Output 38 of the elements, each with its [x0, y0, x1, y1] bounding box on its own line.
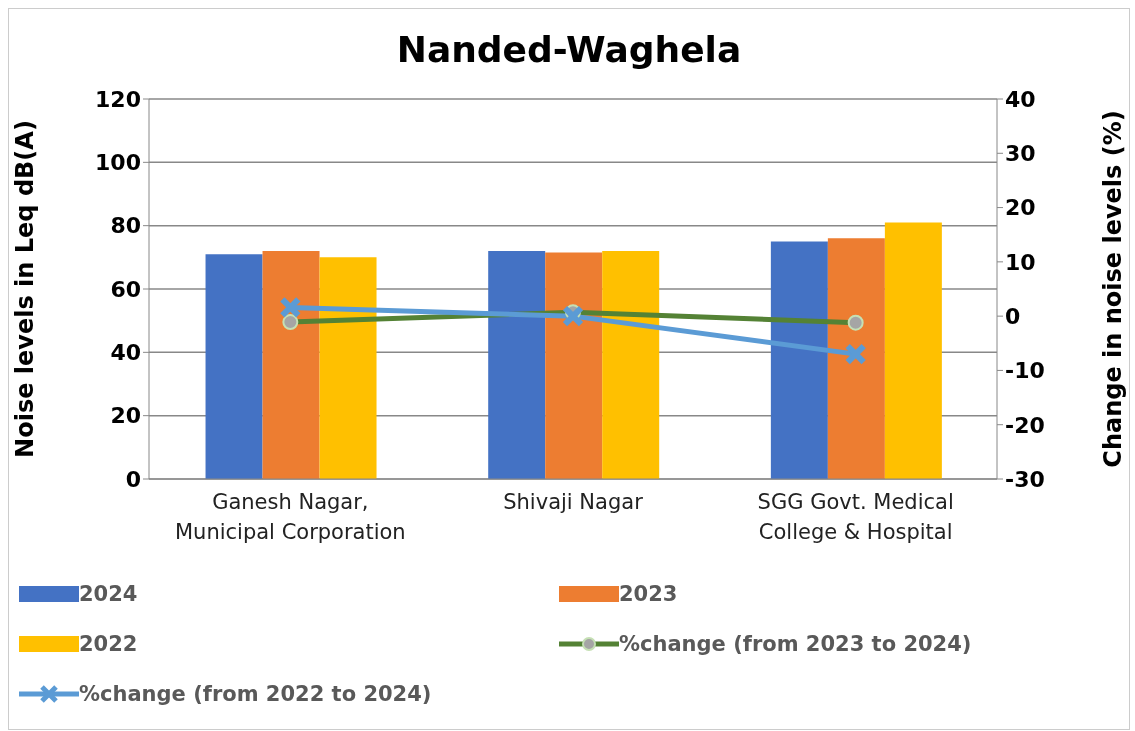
- y-tick-label: 40: [110, 340, 141, 366]
- bar: [827, 238, 885, 479]
- bar: [602, 251, 660, 479]
- y2-tick-label: 40: [1005, 86, 1036, 112]
- point: [844, 343, 867, 366]
- legend-label: %change (from 2022 to 2024): [79, 682, 432, 706]
- bar: [770, 241, 828, 479]
- x-tick-label: Ganesh Nagar, Municipal Corporation: [174, 490, 406, 544]
- bar: [262, 251, 320, 479]
- legend-label: %change (from 2023 to 2024): [619, 632, 972, 656]
- y-tick-label: 80: [110, 213, 141, 239]
- y-axis-title: Noise levels in Leq dB(A): [10, 120, 39, 458]
- bar: [319, 257, 377, 479]
- bar: [545, 252, 603, 479]
- point: [279, 296, 302, 319]
- x-tick-label: SGG Govt. Medical College & Hospital: [757, 490, 954, 544]
- legend-label: 2024: [79, 582, 138, 606]
- y-tick-label: 0: [125, 466, 141, 492]
- y2-tick-label: -10: [1005, 358, 1045, 384]
- y2-tick-label: 30: [1005, 141, 1036, 167]
- legend-label: 2023: [619, 582, 678, 606]
- point: [562, 305, 584, 328]
- x-tick-label: Shivaji Nagar: [503, 490, 644, 514]
- y-tick-label: 120: [95, 86, 141, 112]
- bar: [884, 222, 942, 479]
- bar: [488, 251, 546, 479]
- y2-axis-title: Change in noise levels (%): [1098, 110, 1127, 468]
- y2-tick-label: 0: [1005, 303, 1021, 329]
- y-tick-label: 60: [110, 276, 141, 302]
- legend-label: 2022: [79, 632, 138, 656]
- y2-tick-label: 10: [1005, 249, 1036, 275]
- y2-tick-label: -20: [1005, 412, 1045, 438]
- y2-tick-label: 20: [1005, 195, 1036, 221]
- chart-title: Nanded-Waghela: [396, 29, 742, 70]
- y-tick-label: 20: [110, 403, 141, 429]
- y-tick-label: 100: [95, 150, 141, 176]
- y2-tick-label: -30: [1005, 466, 1045, 492]
- bar: [205, 254, 263, 479]
